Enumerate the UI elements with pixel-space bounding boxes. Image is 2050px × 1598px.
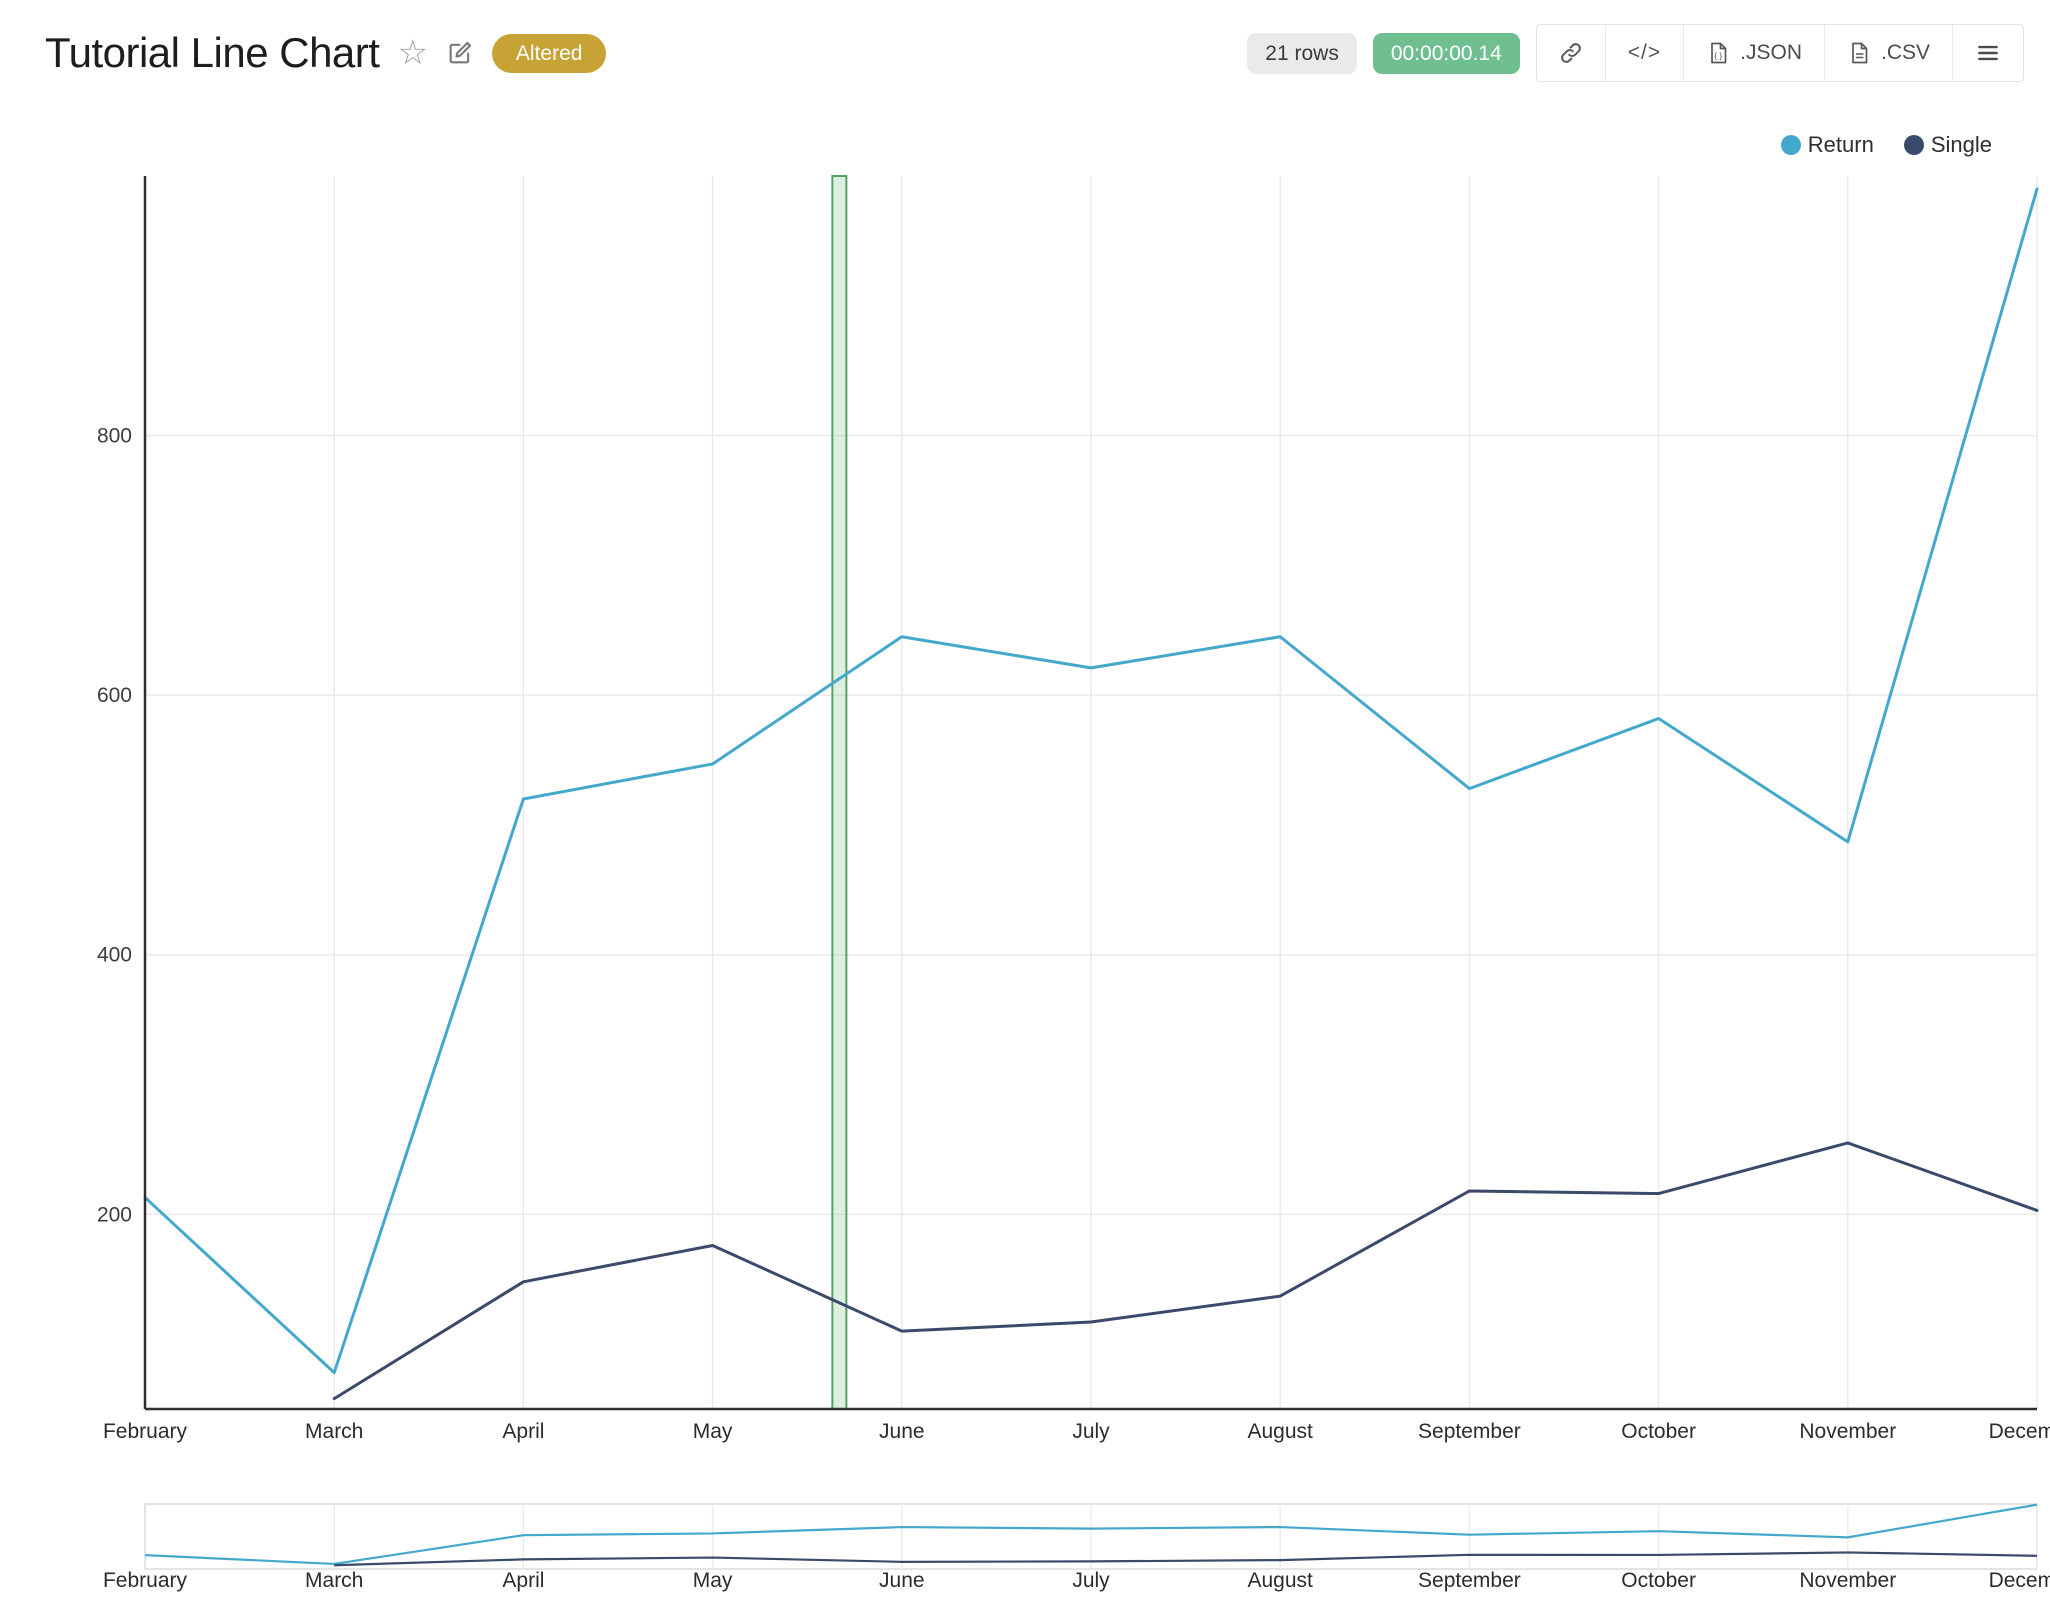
edit-title-button[interactable] (446, 39, 474, 67)
mini-x-label-december: December (1989, 1569, 2050, 1592)
x-label-may: May (693, 1420, 733, 1443)
mini-series-line-single (334, 1551, 2038, 1567)
mini-x-label-june: June (879, 1569, 925, 1592)
json-file-icon: { } (1711, 42, 1727, 64)
header-actions: 21 rows 00:00:00.14 </> { } .JSON (1247, 24, 2024, 82)
chart-legend: Return Single (1780, 132, 1992, 158)
svg-text:{ }: { } (1714, 51, 1722, 61)
download-json-button[interactable]: { } .JSON (1683, 25, 1824, 81)
y-tick-label-600: 600 (97, 684, 132, 707)
x-label-june: June (879, 1420, 925, 1443)
mini-x-label-february: February (103, 1569, 188, 1592)
row-count-badge: 21 rows (1247, 32, 1357, 74)
mini-x-label-august: August (1248, 1569, 1314, 1592)
mini-series-line-return (144, 1503, 2038, 1566)
link-icon (1560, 43, 1581, 63)
title-group: Tutorial Line Chart ☆ Altered (45, 29, 607, 77)
menu-button[interactable] (1952, 25, 2023, 81)
header: Tutorial Line Chart ☆ Altered 21 rows 00… (0, 0, 2050, 106)
legend-dot-single (1903, 135, 1924, 155)
x-label-march: March (305, 1420, 363, 1443)
y-tick-label-800: 800 (97, 425, 132, 448)
download-csv-button[interactable]: .CSV (1823, 25, 1952, 81)
x-label-february: February (103, 1420, 188, 1443)
x-label-july: July (1072, 1420, 1110, 1443)
x-label-december: December (1989, 1420, 2050, 1443)
x-label-april: April (502, 1420, 544, 1443)
series-line-return (143, 187, 2039, 1375)
mini-x-label-may: May (693, 1569, 733, 1592)
mini-x-label-july: July (1072, 1569, 1110, 1592)
share-link-button[interactable] (1536, 25, 1605, 81)
y-tick-label-200: 200 (97, 1203, 132, 1226)
hamburger-menu-icon (1978, 45, 1998, 61)
export-button-group: </> { } .JSON .CSV (1535, 24, 2024, 82)
mini-x-label-november: November (1799, 1569, 1896, 1592)
mini-x-label-september: September (1418, 1569, 1521, 1592)
legend-item-single[interactable]: Single (1903, 132, 1992, 158)
csv-file-icon (1852, 42, 1868, 64)
selection-band[interactable] (831, 175, 848, 1410)
code-icon: </> (1627, 41, 1662, 64)
star-outline-icon: ☆ (397, 34, 428, 72)
csv-label: .CSV (1880, 41, 1930, 64)
page-title: Tutorial Line Chart (45, 29, 380, 76)
execution-time-badge: 00:00:00.14 (1372, 32, 1520, 74)
legend-dot-return (1780, 135, 1801, 155)
x-label-august: August (1248, 1420, 1314, 1443)
legend-label-single: Single (1930, 132, 1992, 157)
altered-badge: Altered (491, 33, 607, 73)
x-label-september: September (1418, 1420, 1521, 1443)
legend-label-return: Return (1807, 132, 1874, 157)
favorite-star-icon[interactable]: ☆ (397, 36, 427, 70)
series-line-single (332, 1141, 2039, 1401)
x-label-october: October (1621, 1420, 1696, 1443)
x-label-november: November (1799, 1420, 1896, 1443)
pencil-square-icon (449, 41, 472, 64)
json-label: .JSON (1740, 41, 1802, 64)
embed-code-button[interactable]: </> (1604, 25, 1684, 81)
range-slider[interactable]: February March April May June July August Septe… (103, 1503, 2050, 1592)
gridlines (145, 176, 2038, 1409)
legend-item-return[interactable]: Return (1780, 132, 1874, 158)
mini-x-label-october: October (1621, 1569, 1696, 1592)
mini-x-label-march: March (305, 1569, 363, 1592)
mini-x-label-april: April (502, 1569, 544, 1592)
y-tick-label-400: 400 (97, 944, 132, 967)
